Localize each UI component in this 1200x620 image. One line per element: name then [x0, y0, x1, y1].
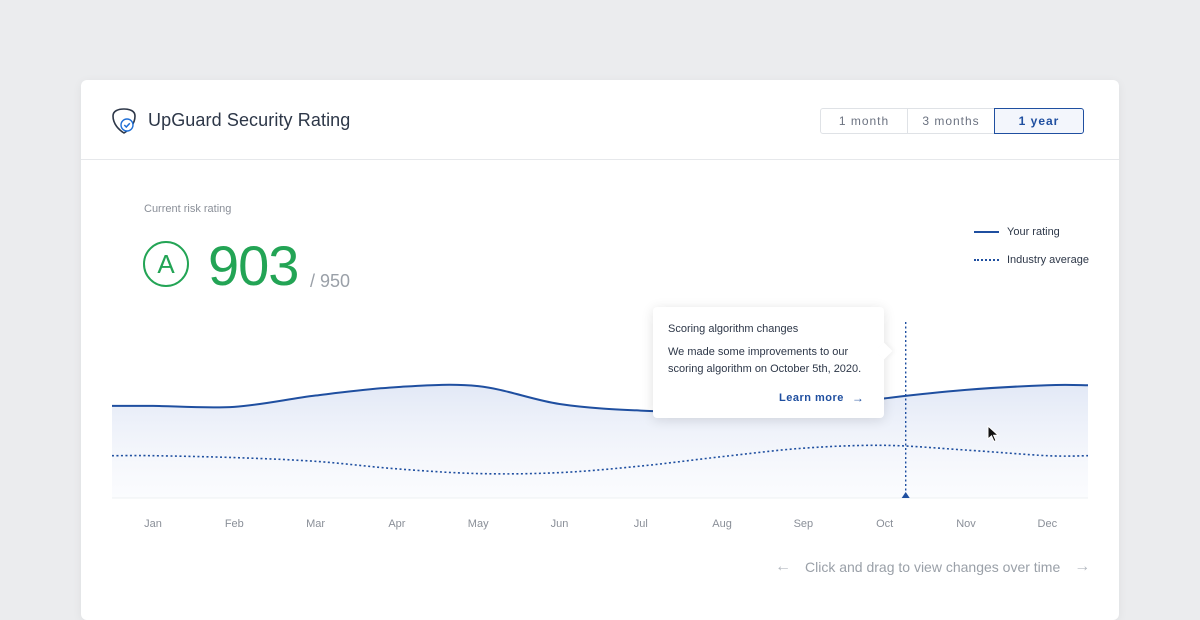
grade-badge: A: [143, 241, 189, 287]
arrow-right-icon[interactable]: →: [1074, 558, 1091, 575]
month-label-may: May: [467, 518, 489, 530]
legend-your-rating-label: Your rating: [1007, 226, 1060, 238]
month-label-aug: Aug: [712, 518, 732, 530]
card-header: UpGuard Security Rating 1 month 3 months…: [81, 80, 1119, 160]
your-rating-area: [112, 384, 1088, 498]
month-label-jul: Jul: [633, 518, 648, 530]
learn-more-link[interactable]: Learn more →: [779, 391, 864, 405]
card-title: UpGuard Security Rating: [148, 110, 351, 130]
time-range-selector: 1 month 3 months 1 year: [820, 108, 1084, 134]
industry-average-line: [111, 444, 1089, 475]
month-label-dec: Dec: [1037, 518, 1058, 530]
month-label-jan: Jan: [144, 518, 162, 530]
range-1-year-button[interactable]: 1 year: [994, 108, 1084, 134]
current-risk-label: Current risk rating: [144, 203, 232, 215]
mouse-pointer-icon: [987, 425, 1000, 443]
month-label-oct: Oct: [876, 518, 894, 530]
drag-hint: ← Click and drag to view changes over ti…: [775, 558, 1090, 576]
legend-industry-average-label: Industry average: [1007, 254, 1089, 266]
tooltip-body: We made some improvements to our scoring…: [668, 346, 862, 375]
drag-hint-text: Click and drag to view changes over time: [805, 559, 1061, 575]
algorithm-change-tooltip: Scoring algorithm changes We made some i…: [653, 307, 884, 418]
month-label-feb: Feb: [224, 518, 244, 530]
your-rating-line: [111, 383, 1089, 413]
range-1-month-button[interactable]: 1 month: [820, 108, 908, 134]
shield-check-icon: [112, 108, 136, 134]
month-label-mar: Mar: [306, 518, 326, 530]
legend-industry-average: Industry average: [974, 254, 1089, 266]
legend-your-rating: Your rating: [974, 226, 1060, 238]
rating-max: / 950: [310, 271, 351, 291]
learn-more-label: Learn more: [779, 392, 844, 404]
rating-chart[interactable]: [81, 80, 1119, 510]
arrow-right-icon: →: [851, 391, 865, 405]
rating-score: 903: [208, 234, 299, 297]
legend-solid-line: [974, 231, 999, 233]
legend-dotted-line: [974, 259, 999, 261]
month-label-sep: Sep: [793, 518, 814, 530]
month-label-apr: Apr: [388, 518, 406, 530]
month-label-nov: Nov: [956, 518, 976, 530]
security-rating-card: UpGuard Security Rating 1 month 3 months…: [81, 80, 1119, 620]
arrow-left-icon[interactable]: ←: [775, 558, 791, 575]
tooltip-title: Scoring algorithm changes: [668, 323, 799, 335]
marker-triangle-icon: [901, 492, 910, 498]
month-label-jun: Jun: [550, 518, 569, 530]
